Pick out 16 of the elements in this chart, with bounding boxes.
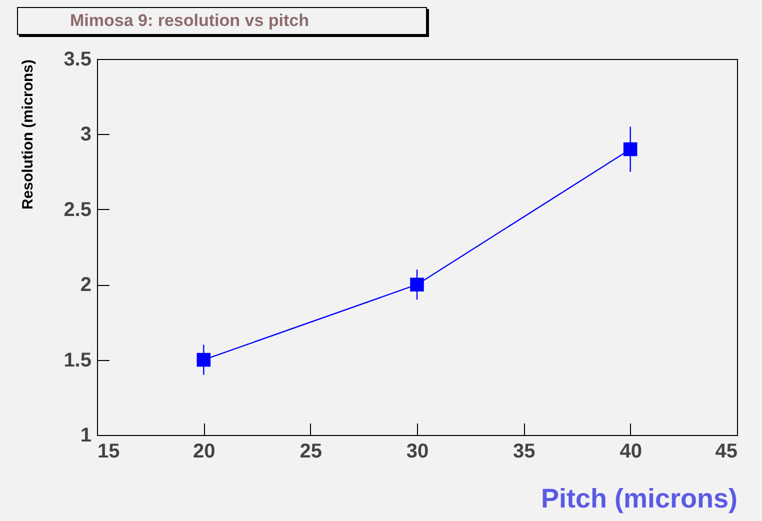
x-tick-label: 20 <box>193 440 216 462</box>
y-axis-title: Resolution (microns) <box>20 60 36 210</box>
y-tick-label: 1 <box>80 424 92 446</box>
x-tick-label: 40 <box>620 440 642 462</box>
x-tick-label: 25 <box>300 440 322 462</box>
x-tick-label: 30 <box>406 440 429 462</box>
y-tick-label: 3 <box>80 124 92 146</box>
x-axis-title: Pitch (microns) <box>540 484 738 514</box>
y-tick-label: 2.5 <box>64 198 92 221</box>
x-tick-label: 45 <box>715 440 738 462</box>
y-tick-label: 3.5 <box>64 48 92 70</box>
x-tick-label: 35 <box>513 440 536 462</box>
y-tick-label: 1.5 <box>64 349 92 372</box>
y-tick-label: 2 <box>80 274 92 296</box>
x-tick-label: 15 <box>98 440 120 462</box>
chart-title: Mimosa 9: resolution vs pitch <box>17 7 427 35</box>
